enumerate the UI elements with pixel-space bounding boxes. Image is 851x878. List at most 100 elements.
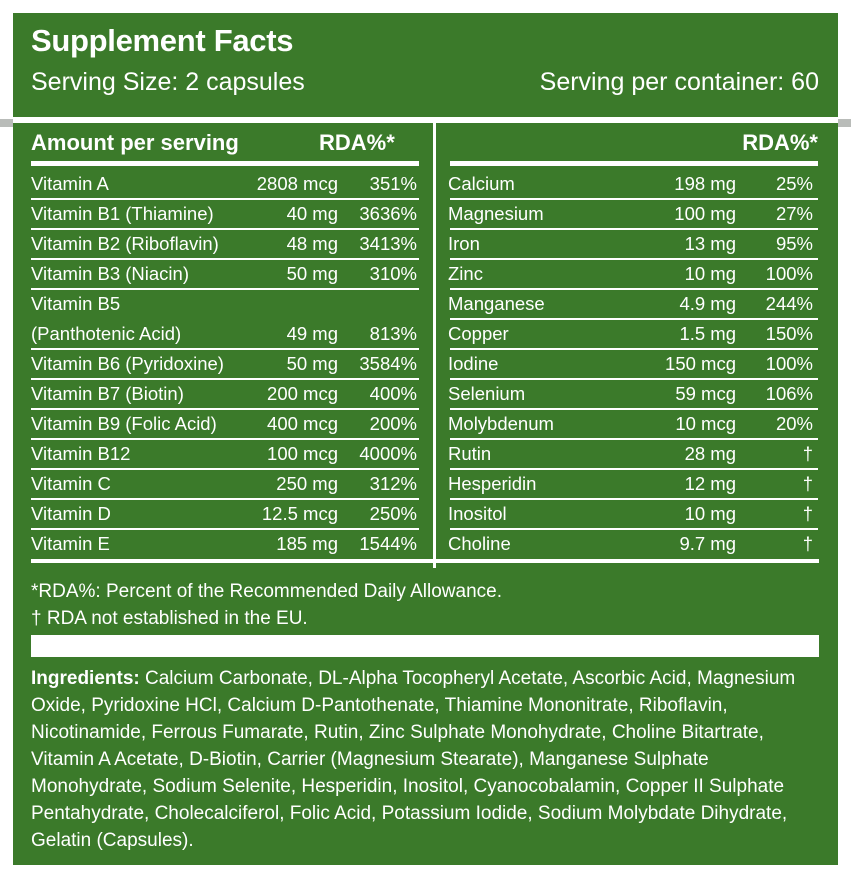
nutrient-amount: 59 mcg	[675, 383, 736, 404]
nutrient-row: Vitamin B2 (Riboflavin) 48 mg 3413%	[31, 230, 417, 258]
left-header-amount: Amount per serving	[31, 130, 239, 155]
nutrient-rda: 1544%	[359, 533, 417, 554]
nutrient-amount: 150 mcg	[665, 353, 736, 374]
nutrient-row: Vitamin B3 (Niacin) 50 mg 310%	[31, 260, 417, 288]
right-row-divider	[450, 378, 818, 380]
nutrient-name: Vitamin C	[31, 473, 111, 494]
right-row-divider	[450, 498, 818, 500]
header-bottom-bar-left	[31, 161, 419, 166]
nutrient-amount: 50 mg	[286, 263, 338, 284]
left-row-divider	[31, 198, 419, 200]
nutrient-row: Molybdenum 10 mcg 20%	[448, 410, 813, 438]
right-row-divider	[450, 288, 818, 290]
nutrient-name: Calcium	[448, 173, 515, 194]
nutrient-rda: 400%	[369, 383, 417, 404]
nutrient-name: Copper	[448, 323, 509, 344]
header-top-bar	[13, 117, 838, 123]
nutrient-rda: 95%	[775, 233, 813, 254]
serving-line: Serving Size: 2 capsules Serving per con…	[31, 68, 819, 97]
left-row-divider	[31, 288, 419, 290]
nutrient-amount: 100 mcg	[267, 443, 338, 464]
nutrient-rda: 106%	[765, 383, 813, 404]
nutrient-name: Vitamin B6 (Pyridoxine)	[31, 353, 224, 374]
nutrient-row: Vitamin D 12.5 mcg 250%	[31, 500, 417, 528]
ingredients-label: Ingredients:	[31, 668, 140, 689]
nutrient-name: Choline	[448, 533, 511, 554]
nutrient-amount: 198 mg	[674, 173, 736, 194]
nutrient-rda: 3636%	[359, 203, 417, 224]
nutrient-amount: 28 mg	[684, 443, 736, 464]
nutrient-name: Vitamin B9 (Folic Acid)	[31, 413, 217, 434]
nutrient-name: Vitamin B12	[31, 443, 131, 464]
left-row-divider	[31, 258, 419, 260]
right-row-divider	[450, 318, 818, 320]
nutrient-name: Vitamin E	[31, 533, 110, 554]
nutrient-name: Vitamin D	[31, 503, 111, 524]
nutrient-amount: 1.5 mg	[679, 323, 736, 344]
panel-title: Supplement Facts	[31, 23, 294, 58]
nutrient-rda: 200%	[369, 413, 417, 434]
right-row-divider	[450, 438, 818, 440]
nutrient-row: Selenium 59 mcg 106%	[448, 380, 813, 408]
column-divider	[433, 117, 436, 568]
nutrient-row: Copper 1.5 mg 150%	[448, 320, 813, 348]
nutrient-name: Molybdenum	[448, 413, 554, 434]
nutrient-name: Vitamin B1 (Thiamine)	[31, 203, 214, 224]
nutrient-name: Rutin	[448, 443, 492, 464]
left-header-rda: RDA%*	[319, 130, 395, 155]
nutrient-amount: 4.9 mg	[679, 293, 736, 314]
nutrient-name: Iodine	[448, 353, 499, 374]
supplement-facts-panel: Supplement Facts Serving Size: 2 capsule…	[13, 13, 838, 865]
nutrient-amount: 10 mcg	[675, 413, 736, 434]
nutrient-amount: 10 mg	[684, 263, 736, 284]
right-row-divider	[450, 468, 818, 470]
nutrient-row: Hesperidin 12 mg †	[448, 470, 813, 498]
nutrient-name: Vitamin B2 (Riboflavin)	[31, 233, 219, 254]
nutrient-amount: 400 mcg	[267, 413, 338, 434]
nutrient-row: Vitamin E 185 mg 1544%	[31, 530, 417, 558]
nutrient-amount: 12.5 mcg	[261, 503, 338, 524]
nutrient-rda: 25%	[775, 173, 813, 194]
nutrient-row: Vitamin B1 (Thiamine) 40 mg 3636%	[31, 200, 417, 228]
right-header-rda: RDA%*	[742, 130, 818, 155]
nutrient-rda: †	[802, 473, 813, 494]
nutrient-row: Zinc 10 mg 100%	[448, 260, 813, 288]
nutrient-amount: 100 mg	[674, 203, 736, 224]
nutrient-rda: 100%	[765, 263, 813, 284]
footnotes: *RDA%: Percent of the Recommended Daily …	[31, 578, 502, 632]
nutrient-amount: 250 mg	[276, 473, 338, 494]
nutrient-amount: 12 mg	[684, 473, 736, 494]
nutrient-name: Vitamin B7 (Biotin)	[31, 383, 184, 404]
right-edge-mark	[838, 119, 851, 127]
left-row-divider	[31, 408, 419, 410]
nutrient-amount: 48 mg	[286, 233, 338, 254]
dagger-footnote: † RDA not established in the EU.	[31, 608, 308, 629]
nutrient-row: Calcium 198 mg 25%	[448, 170, 813, 198]
ingredients-divider-bar	[31, 635, 819, 657]
nutrient-name: Selenium	[448, 383, 526, 404]
nutrient-name: Vitamin B5	[31, 293, 121, 314]
nutrient-name-line2: (Panthotenic Acid)	[31, 323, 182, 344]
nutrient-rda: 4000%	[359, 443, 417, 464]
nutrient-row: Choline 9.7 mg †	[448, 530, 813, 558]
nutrient-name: Zinc	[448, 263, 483, 284]
nutrient-amount: 50 mg	[286, 353, 338, 374]
nutrient-rda: †	[802, 503, 813, 524]
nutrient-rda: 813%	[369, 323, 417, 344]
nutrient-name: Inositol	[448, 503, 507, 524]
nutrient-rda: 351%	[369, 173, 417, 194]
nutrient-row: Vitamin B9 (Folic Acid) 400 mcg 200%	[31, 410, 417, 438]
nutrient-amount: 13 mg	[684, 233, 736, 254]
nutrient-name: Iron	[448, 233, 480, 254]
left-row-divider	[31, 468, 419, 470]
servings-per-container: Serving per container: 60	[539, 68, 819, 96]
nutrient-rda: 244%	[765, 293, 813, 314]
nutrient-rda: †	[802, 443, 813, 464]
nutrient-amount: 185 mg	[276, 533, 338, 554]
nutrient-row: Vitamin A 2808 mcg 351%	[31, 170, 417, 198]
ingredients-text: Ingredients: Calcium Carbonate, DL-Alpha…	[31, 665, 823, 854]
nutrient-row: Vitamin C 250 mg 312%	[31, 470, 417, 498]
left-row-divider	[31, 528, 419, 530]
header-bottom-bar-right	[450, 161, 818, 166]
nutrient-amount: 49 mg	[286, 323, 338, 344]
